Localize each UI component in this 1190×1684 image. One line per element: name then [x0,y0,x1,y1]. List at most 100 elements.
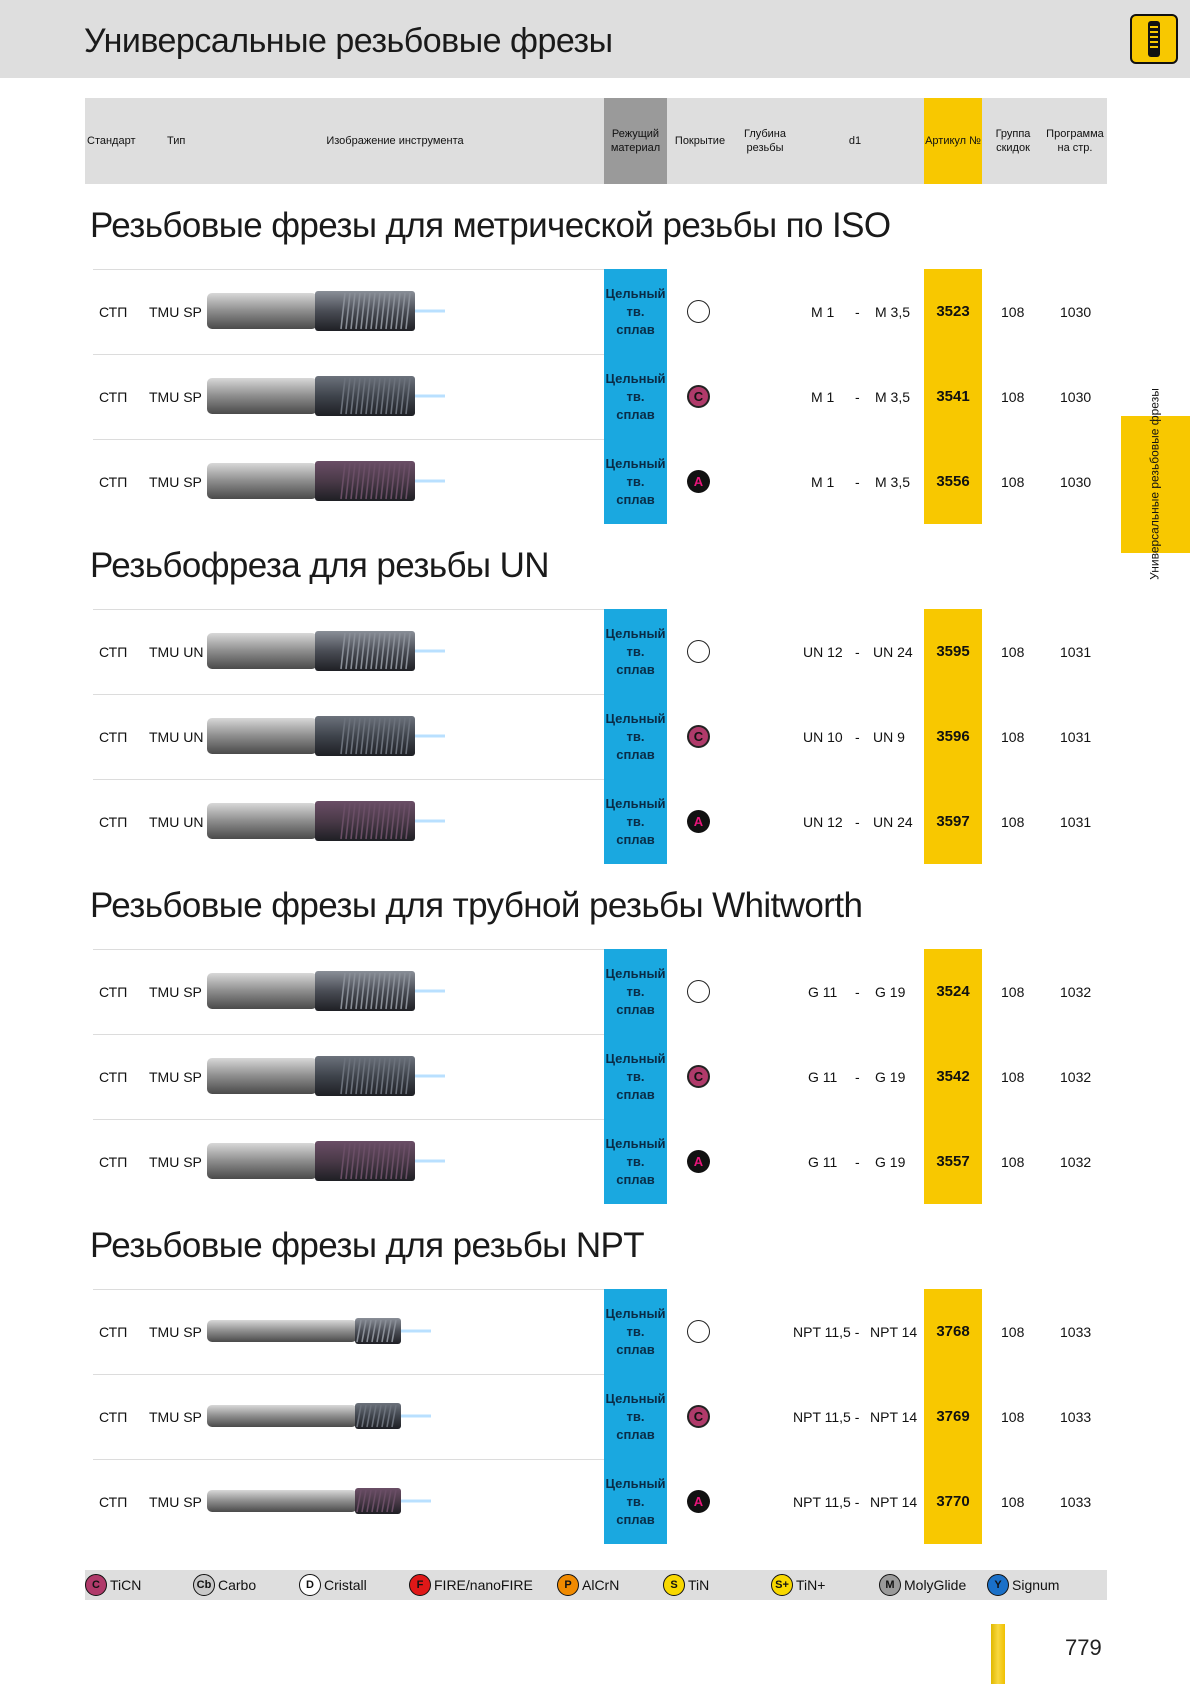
table-header: Стандарт Тип Изображение инструмента Реж… [85,98,1107,184]
d1-dash: - [855,1153,860,1170]
header-d1: d1 [848,135,862,147]
thread-mill-image [207,1056,445,1096]
table-row[interactable]: СТП TMU SP Цельный тв. сплав M 1 -M 3,5 3523 108… [85,269,1107,354]
page-title: Универсальные резьбовые фрезы [84,22,613,60]
program-cell[interactable]: 1033 [1060,1323,1092,1340]
d1-to-cell: M 3,5 [875,303,911,320]
program-cell[interactable]: 1032 [1060,983,1092,1000]
legend-label: TiCN [110,1577,142,1593]
program-cell[interactable]: 1031 [1060,813,1092,830]
table-row[interactable]: СТП TMU SP Цельный тв. сплав A G 11- G 19 3557 10… [85,1119,1107,1204]
type-cell: TMU UN [149,728,204,745]
standard-cell: СТП [99,728,128,745]
table-row[interactable]: СТП TMU UN Цельный тв. сплав A UN 12- UN 24 3597… [85,779,1107,864]
d1-from-cell: G 11 [808,1153,838,1170]
legend-item: Cb Carbo [193,1574,256,1596]
discount-cell: 108 [1001,1408,1025,1425]
d1-from-cell: M 1 [811,303,835,320]
program-cell[interactable]: 1033 [1060,1493,1092,1510]
side-tab[interactable]: Универсальные резьбовые фрезы [1121,388,1190,580]
header-material: Режущий материал [604,98,667,184]
table-row[interactable]: СТП TMU SP Цельный тв. сплав A M 1 -M 3,5 3556 10… [85,439,1107,524]
program-cell[interactable]: 1032 [1060,1153,1092,1170]
article-cell[interactable]: 3596 [924,694,982,779]
thread-mill-image [207,1318,431,1344]
coating-uncoated-icon [687,300,710,323]
discount-cell: 108 [1001,1068,1025,1085]
material-cell: Цельный тв. сплав [604,949,667,1034]
program-cell[interactable]: 1031 [1060,643,1092,660]
d1-dash: - [855,388,860,405]
standard-cell: СТП [99,643,128,660]
table-row[interactable]: СТП TMU SP Цельный тв. сплав A NPT 11,5 - NPT 1… [85,1459,1107,1544]
legend-label: TiN [688,1577,710,1593]
material-cell: Цельный тв. сплав [604,439,667,524]
table-row[interactable]: СТП TMU SP Цельный тв. сплав C NPT 11,5 - NPT 1… [85,1374,1107,1459]
coating-c-icon: C [687,1065,710,1088]
legend-item: Y Signum [987,1574,1059,1596]
row-separator [93,354,615,355]
thread-mill-image [207,376,445,416]
material-cell: Цельный тв. сплав [604,1119,667,1204]
thread-mill-image [207,716,445,756]
program-cell[interactable]: 1031 [1060,728,1092,745]
header-article: Артикул № [924,98,982,184]
article-cell[interactable]: 3541 [924,354,982,439]
d1-from-cell: NPT 11,5 - [793,1408,860,1425]
top-band [0,0,1190,78]
program-cell[interactable]: 1030 [1060,303,1092,320]
table-row[interactable]: СТП TMU SP Цельный тв. сплав C M 1 -M 3,5 3541 10… [85,354,1107,439]
program-cell[interactable]: 1030 [1060,473,1092,490]
material-cell: Цельный тв. сплав [604,1034,667,1119]
coating-a-icon: A [687,1490,710,1513]
row-separator [93,269,615,270]
d1-to-cell: G 19 [875,1068,906,1085]
program-cell[interactable]: 1030 [1060,388,1092,405]
row-separator [93,1119,615,1120]
row-separator [93,694,615,695]
article-cell[interactable]: 3557 [924,1119,982,1204]
type-cell: TMU SP [149,1493,202,1510]
legend-label: Carbo [218,1577,257,1593]
section-title: Резьбофреза для резьбы UN [90,546,550,585]
d1-to-cell: UN 9 [873,728,905,745]
coating-badge-icon: P [557,1574,579,1596]
article-cell[interactable]: 3597 [924,779,982,864]
d1-to-cell: M 3,5 [875,388,911,405]
article-cell[interactable]: 3769 [924,1374,982,1459]
article-cell[interactable]: 3770 [924,1459,982,1544]
coating-a-icon: A [687,810,710,833]
discount-cell: 108 [1001,303,1025,320]
standard-cell: СТП [99,813,128,830]
header-type: Тип [167,135,186,147]
header-program: Программа на стр. [1046,128,1104,154]
discount-cell: 108 [1001,983,1025,1000]
row-separator [93,609,615,610]
article-cell[interactable]: 3524 [924,949,982,1034]
table-row[interactable]: СТП TMU SP Цельный тв. сплав G 11- G 19 3524 108… [85,949,1107,1034]
type-cell: TMU UN [149,813,204,830]
standard-cell: СТП [99,1068,128,1085]
table-row[interactable]: СТП TMU UN Цельный тв. сплав C UN 10- UN 9 3596 1… [85,694,1107,779]
table-row[interactable]: СТП TMU SP Цельный тв. сплав NPT 11,5 - NPT 14… [85,1289,1107,1374]
coating-badge-icon: S+ [771,1574,793,1596]
program-cell[interactable]: 1032 [1060,1068,1092,1085]
coating-uncoated-icon [687,1320,710,1343]
program-cell[interactable]: 1033 [1060,1408,1092,1425]
discount-cell: 108 [1001,473,1025,490]
thread-mill-image [207,1488,431,1514]
article-cell[interactable]: 3556 [924,439,982,524]
coating-c-icon: C [687,385,710,408]
section-title: Резьбовые фрезы для метрической резьбы п… [90,206,891,245]
material-cell: Цельный тв. сплав [604,1289,667,1374]
thread-mill-image [207,631,445,671]
article-cell[interactable]: 3768 [924,1289,982,1374]
coating-badge-icon: Y [987,1574,1009,1596]
table-row[interactable]: СТП TMU UN Цельный тв. сплав UN 12- UN 24 3595 1… [85,609,1107,694]
coating-uncoated-icon [687,640,710,663]
table-row[interactable]: СТП TMU SP Цельный тв. сплав C G 11- G 19 3542 10… [85,1034,1107,1119]
coating-a-icon: A [687,470,710,493]
article-cell[interactable]: 3595 [924,609,982,694]
article-cell[interactable]: 3523 [924,269,982,354]
article-cell[interactable]: 3542 [924,1034,982,1119]
